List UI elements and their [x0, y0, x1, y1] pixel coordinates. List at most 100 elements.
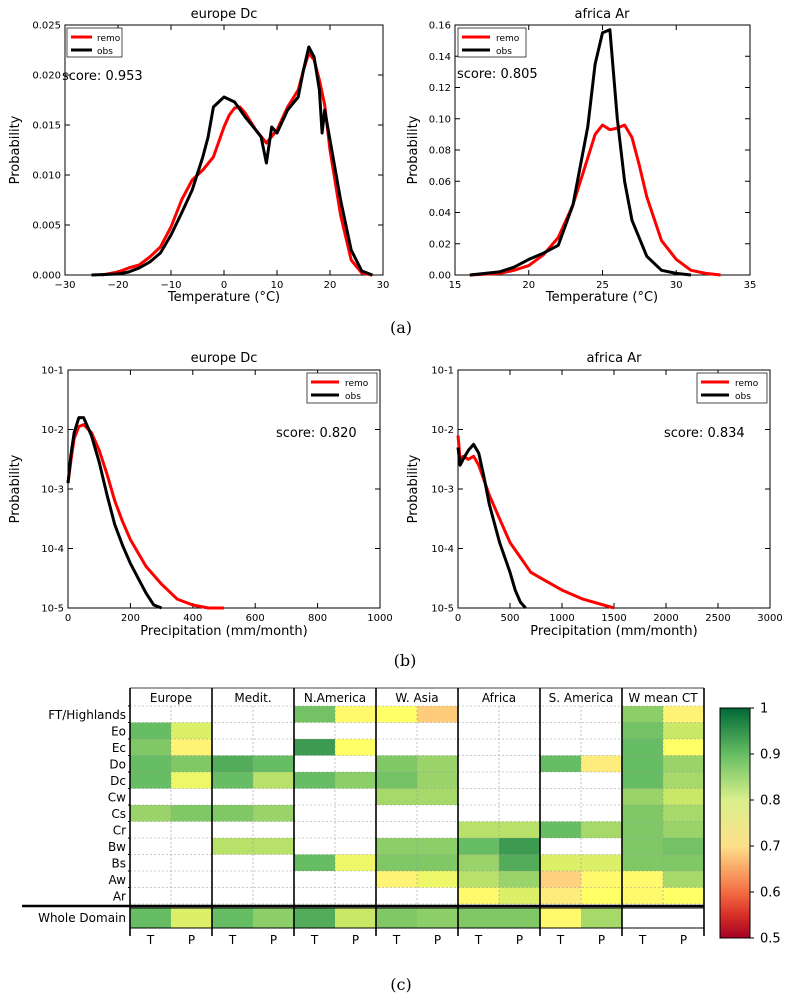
y-tick-label: 0.10 [429, 114, 451, 125]
row-label: Aw [108, 873, 126, 887]
heatmap-cell [417, 788, 458, 805]
heatmap-summary-cell [130, 908, 171, 928]
x-tick-label: 3000 [757, 613, 782, 624]
x-tick-label: 15 [449, 280, 462, 291]
heatmap-cell [130, 755, 171, 772]
heatmap-cell [663, 821, 704, 838]
x-tick-label: 30 [670, 280, 683, 291]
heatmap-cell [294, 772, 335, 789]
heatmap-cell [663, 854, 704, 871]
y-tick-label: 10-5 [431, 604, 454, 615]
score-heatmap: Europe Medit. N.America W. Asia Africa S. Ame… [22, 687, 705, 947]
panel-label-b: (b) [394, 651, 417, 670]
heatmap-cell [499, 871, 540, 888]
axis-ticks: −30 −20 −10 0 10 20 30 0.000 0.005 0.010 0.015 0.02… [32, 21, 389, 292]
y-tick-label: 0.00 [429, 271, 451, 282]
legend: remo obs [457, 27, 527, 58]
x-tick-label: 2500 [705, 613, 730, 624]
row-label: Cw [108, 790, 126, 804]
x-tick-label: 0 [65, 613, 71, 624]
series-line-remo [469, 123, 721, 277]
subcolumn-label: P [352, 933, 359, 947]
heatmap-cell [581, 871, 622, 888]
heatmap-cell [294, 854, 335, 871]
chart-precipitation-africa-ar: africa Ar Precipitation (mm/month) Proba… [406, 351, 783, 639]
heatmap-cell [581, 887, 622, 904]
heatmap-summary-cell [417, 908, 458, 928]
heatmap-cell [663, 871, 704, 888]
score-label: score: 0.834 [664, 426, 745, 441]
x-tick-label: 10 [271, 280, 284, 291]
subcolumn-label: T [310, 933, 319, 947]
heatmap-cell [212, 755, 253, 772]
heatmap-cell [376, 706, 417, 723]
heatmap-cell [663, 772, 704, 789]
heatmap-cell [253, 805, 294, 822]
heatmap-cell [458, 838, 499, 855]
y-tick-label: 0.04 [429, 208, 451, 219]
heatmap-cell [212, 838, 253, 855]
heatmap-cell [212, 772, 253, 789]
colorbar-tick-label: 0.8 [760, 794, 781, 809]
row-label: Cr [113, 823, 126, 837]
y-tick-label: 0.02 [429, 239, 451, 250]
y-axis-label: Probability [8, 454, 23, 523]
heatmap-cell [622, 838, 663, 855]
group-label: Europe [150, 691, 192, 705]
legend: remo obs [66, 27, 123, 58]
series-line-obs [66, 416, 163, 610]
subcolumn-label: P [680, 933, 687, 947]
row-label: Do [109, 757, 126, 771]
heatmap-summary-cell [212, 908, 253, 928]
subcolumn-label: P [270, 933, 277, 947]
heatmap-cell [212, 805, 253, 822]
y-tick-label: 0.14 [429, 52, 451, 63]
colorbar-gradient [719, 707, 751, 939]
group-label: W mean CT [628, 691, 698, 705]
legend-box [457, 27, 527, 58]
y-axis-label: Probability [406, 115, 421, 184]
heatmap-cell [335, 739, 376, 756]
heatmap-cell [663, 722, 704, 739]
heatmap-summary-cell [335, 908, 376, 928]
heatmap-labels: Europe Medit. N.America W. Asia Africa S. Ame… [38, 691, 698, 947]
series-line-remo [101, 51, 373, 277]
subcolumn-label: P [598, 933, 605, 947]
heatmap-cell [622, 887, 663, 904]
legend-label-remo: remo [496, 34, 520, 44]
heatmap-cell [171, 722, 212, 739]
x-axis-label: Temperature (°C) [545, 290, 658, 305]
axis-ticks: 15 20 25 30 35 0.00 0.02 0.04 0.06 0.08 0.10 0.12 0.… [429, 21, 757, 292]
heatmap-cell [171, 739, 212, 756]
y-tick-label: 0.010 [32, 171, 61, 182]
legend-label-obs: obs [345, 392, 361, 402]
x-tick-label: 25 [596, 280, 609, 291]
y-axis-label: Probability [406, 454, 421, 523]
heatmap-cell [540, 854, 581, 871]
heatmap-cell [540, 755, 581, 772]
y-tick-label: 0.000 [32, 271, 61, 282]
heatmap-cell [622, 706, 663, 723]
x-tick-label: 2000 [653, 613, 678, 624]
x-tick-label: 1000 [549, 613, 574, 624]
heatmap-cell [499, 854, 540, 871]
heatmap-cell [171, 772, 212, 789]
heatmap-cell [130, 805, 171, 822]
group-label: Medit. [234, 691, 271, 705]
legend-label-obs: obs [496, 47, 512, 57]
legend: remo obs [306, 372, 378, 404]
x-tick-label: 1000 [367, 613, 392, 624]
legend-label-remo: remo [345, 379, 369, 389]
x-tick-label: 200 [121, 613, 140, 624]
heatmap-summary-cell [171, 908, 212, 928]
subcolumn-label: T [556, 933, 565, 947]
row-label: Bw [108, 840, 126, 854]
x-tick-label: 500 [500, 613, 519, 624]
heatmap-cell [376, 854, 417, 871]
chart-title: europe Dc [191, 7, 258, 22]
panel-label-a: (a) [390, 318, 412, 337]
legend-box [696, 372, 768, 404]
heatmap-cell [622, 854, 663, 871]
heatmap-cell [663, 739, 704, 756]
